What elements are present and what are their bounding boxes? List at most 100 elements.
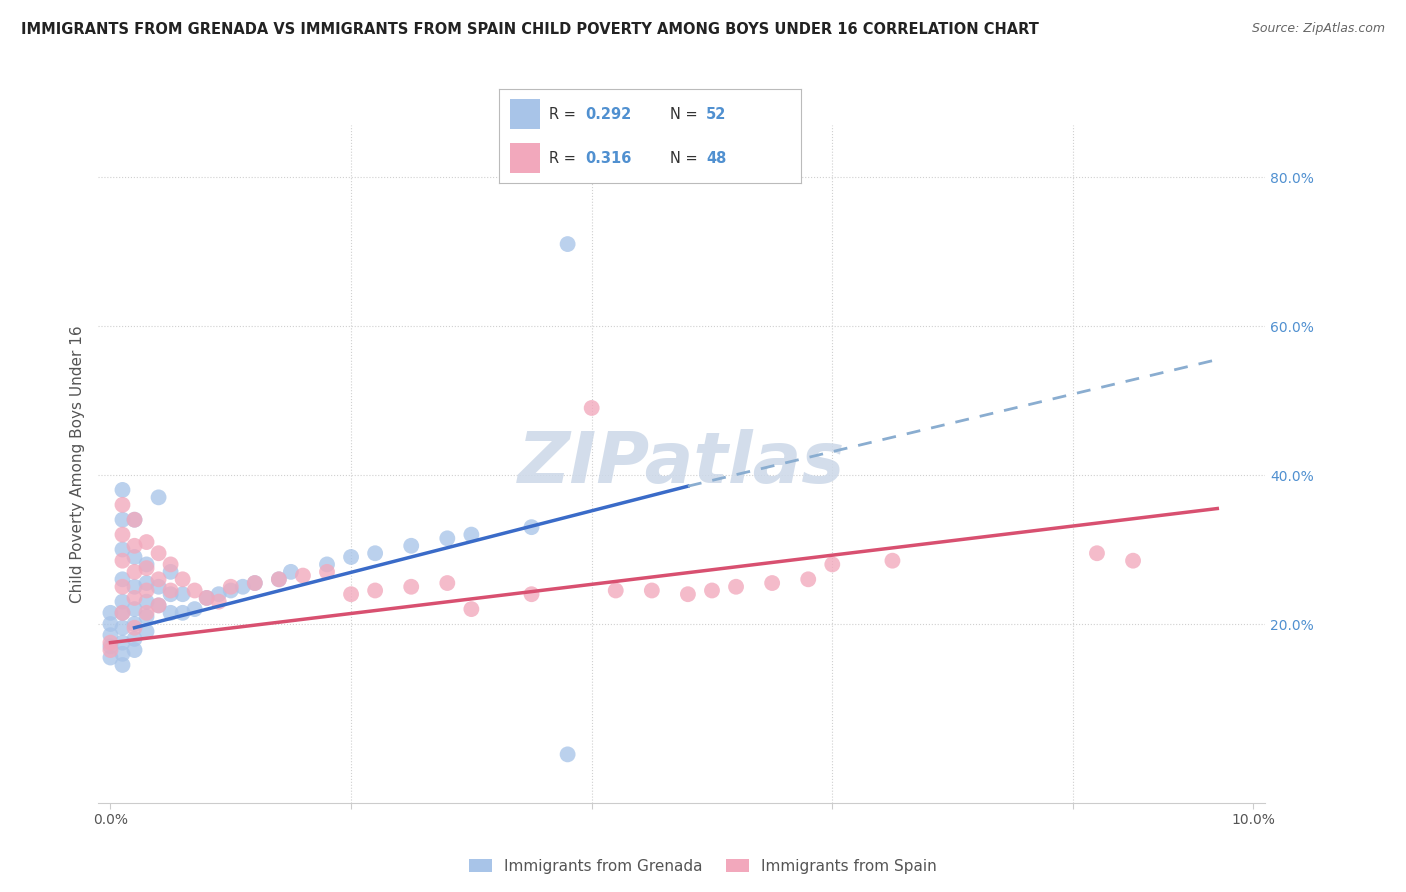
Point [219,580,242,594]
Point [208,595,231,609]
Point [148,546,170,560]
Point [111,542,134,557]
Point [111,635,134,649]
Y-axis label: Child Poverty Among Boys Under 16: Child Poverty Among Boys Under 16 [69,325,84,603]
Point [148,572,170,586]
Point [124,549,146,564]
Legend: Immigrants from Grenada, Immigrants from Spain: Immigrants from Grenada, Immigrants from… [463,853,943,880]
Point [557,747,579,762]
Point [243,576,266,591]
FancyBboxPatch shape [510,98,540,129]
Point [340,587,363,601]
Point [399,580,422,594]
Point [111,483,134,497]
Point [821,558,844,572]
Text: ZIPatlas: ZIPatlas [519,429,845,499]
Point [124,580,146,594]
Point [761,576,783,591]
Point [111,606,134,620]
Point [159,583,181,598]
Point [135,609,157,624]
Point [124,565,146,579]
Point [183,602,205,616]
Point [124,621,146,635]
Point [124,591,146,605]
Text: 0.316: 0.316 [585,151,631,166]
Point [581,401,603,415]
Point [124,643,146,657]
Point [291,568,314,582]
Text: IMMIGRANTS FROM GRENADA VS IMMIGRANTS FROM SPAIN CHILD POVERTY AMONG BOYS UNDER : IMMIGRANTS FROM GRENADA VS IMMIGRANTS FR… [21,22,1039,37]
Point [135,561,157,575]
Point [124,513,146,527]
Point [100,650,122,665]
Point [460,527,482,541]
Point [267,572,290,586]
Point [159,587,181,601]
Point [111,513,134,527]
Point [725,580,748,594]
Point [111,657,134,672]
Point [340,549,363,564]
Point [316,565,339,579]
Point [100,640,122,654]
Point [159,565,181,579]
Point [111,498,134,512]
Point [111,580,134,594]
Point [100,606,122,620]
Point [436,576,458,591]
Point [111,595,134,609]
Point [148,599,170,613]
Point [641,583,664,598]
Point [399,539,422,553]
Point [111,621,134,635]
Point [520,520,543,534]
Text: 52: 52 [706,106,727,121]
Text: 0.292: 0.292 [585,106,631,121]
Point [111,572,134,586]
Point [436,532,458,546]
Point [100,643,122,657]
Text: 48: 48 [706,151,727,166]
Point [124,539,146,553]
Point [460,602,482,616]
Point [135,595,157,609]
Point [148,491,170,505]
Point [364,546,387,560]
FancyBboxPatch shape [510,143,540,173]
Text: N =: N = [669,106,702,121]
Point [700,583,723,598]
Point [124,602,146,616]
Point [797,572,820,586]
Text: R =: R = [548,151,581,166]
Point [195,591,218,605]
Point [111,647,134,661]
Point [1085,546,1108,560]
Point [148,580,170,594]
Point [111,606,134,620]
Point [1122,554,1144,568]
Point [135,535,157,549]
Point [520,587,543,601]
Point [111,527,134,541]
Point [135,624,157,639]
Point [557,237,579,252]
Point [172,572,194,586]
Point [676,587,699,601]
Point [172,606,194,620]
Point [183,583,205,598]
Text: R =: R = [548,106,581,121]
Point [100,628,122,642]
Point [124,632,146,646]
Point [280,565,302,579]
Point [124,617,146,632]
Text: Source: ZipAtlas.com: Source: ZipAtlas.com [1251,22,1385,36]
Point [135,606,157,620]
Point [111,554,134,568]
Point [172,587,194,601]
Point [243,576,266,591]
Point [605,583,627,598]
Point [882,554,904,568]
Point [159,606,181,620]
Point [124,513,146,527]
